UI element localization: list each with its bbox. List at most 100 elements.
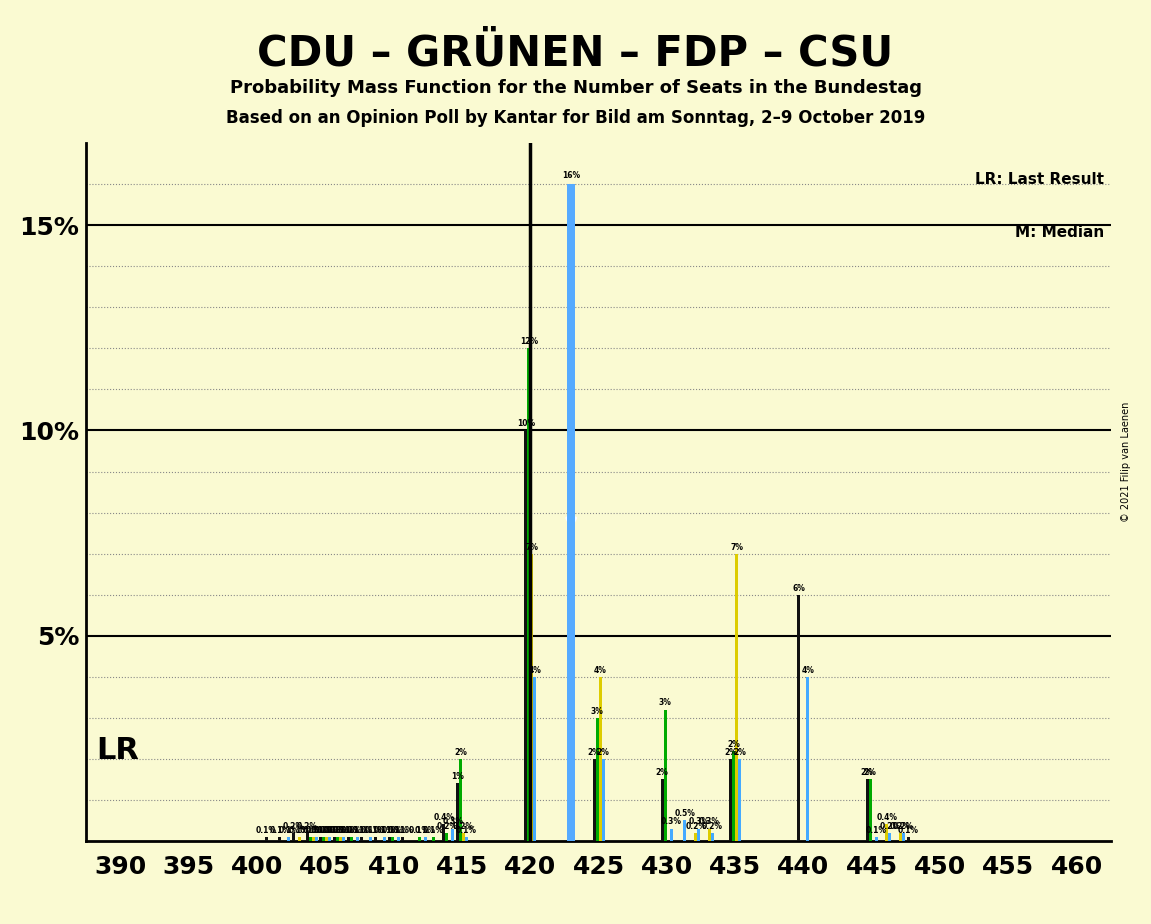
Text: 0.1%: 0.1% [898, 826, 918, 834]
Text: 0.3%: 0.3% [661, 818, 681, 826]
Bar [694, 833, 698, 841]
Text: LR: LR [96, 736, 139, 765]
Bar [360, 837, 364, 841]
Bar [445, 833, 448, 841]
Bar [388, 837, 390, 841]
Text: 0.5%: 0.5% [674, 809, 695, 819]
Bar [418, 837, 421, 841]
Text: 3%: 3% [658, 699, 672, 708]
Bar [875, 837, 878, 841]
Text: 7%: 7% [525, 542, 539, 552]
Text: 0.2%: 0.2% [297, 821, 318, 831]
Bar [567, 184, 576, 841]
Text: 0.1%: 0.1% [333, 826, 355, 834]
Bar [595, 718, 599, 841]
Text: 0.1%: 0.1% [256, 826, 276, 834]
Text: 0.3%: 0.3% [442, 818, 464, 826]
Text: 0.1%: 0.1% [346, 826, 367, 834]
Bar [735, 553, 738, 841]
Text: 6%: 6% [792, 584, 806, 592]
Text: 0.1%: 0.1% [323, 826, 345, 834]
Text: 10%: 10% [517, 419, 535, 429]
Bar [732, 750, 735, 841]
Bar [531, 553, 533, 841]
Bar [346, 837, 350, 841]
Bar [451, 829, 455, 841]
Text: 0.1%: 0.1% [388, 826, 409, 834]
Bar [533, 676, 536, 841]
Bar [314, 837, 318, 841]
Text: 0.2%: 0.2% [436, 821, 457, 831]
Bar [342, 837, 345, 841]
Text: 0.3%: 0.3% [688, 818, 709, 826]
Text: 0.1%: 0.1% [303, 826, 323, 834]
Bar [288, 837, 290, 841]
Bar [333, 837, 336, 841]
Text: 0.1%: 0.1% [317, 826, 337, 834]
Text: 2%: 2% [733, 748, 746, 757]
Bar [350, 837, 352, 841]
Text: 0.1%: 0.1% [306, 826, 327, 834]
Text: 2%: 2% [596, 748, 610, 757]
Bar [524, 431, 527, 841]
Text: Based on an Opinion Poll by Kantar for Bild am Sonntag, 2–9 October 2019: Based on an Opinion Poll by Kantar for B… [226, 109, 925, 127]
Text: 12%: 12% [519, 337, 538, 346]
Text: 0.1%: 0.1% [456, 826, 477, 834]
Bar [602, 759, 604, 841]
Bar [465, 837, 468, 841]
Bar [402, 837, 404, 841]
Text: 1%: 1% [451, 772, 464, 782]
Bar [593, 759, 595, 841]
Text: 16%: 16% [562, 171, 580, 180]
Bar [899, 833, 902, 841]
Bar [328, 837, 331, 841]
Bar [322, 837, 326, 841]
Bar [326, 837, 328, 841]
Text: 4%: 4% [594, 665, 607, 675]
Text: 0.4%: 0.4% [433, 813, 455, 822]
Text: Probability Mass Function for the Number of Seats in the Bundestag: Probability Mass Function for the Number… [229, 79, 922, 96]
Text: 0.1%: 0.1% [409, 826, 430, 834]
Text: 0.2%: 0.2% [893, 821, 914, 831]
Text: 0.2%: 0.2% [685, 821, 706, 831]
Text: 0.1%: 0.1% [374, 826, 395, 834]
Bar [885, 824, 889, 841]
Bar [664, 710, 666, 841]
Text: 0.1%: 0.1% [416, 826, 436, 834]
Text: 2%: 2% [863, 768, 877, 777]
Text: 0.1%: 0.1% [289, 826, 310, 834]
Bar [336, 837, 340, 841]
Text: 0.1%: 0.1% [866, 826, 886, 834]
Bar [298, 837, 302, 841]
Text: 4%: 4% [528, 665, 541, 675]
Text: 2%: 2% [724, 748, 737, 757]
Bar [312, 837, 314, 841]
Text: 0.1%: 0.1% [382, 826, 403, 834]
Text: 2%: 2% [727, 739, 740, 748]
Bar [866, 779, 869, 841]
Text: 0.2%: 0.2% [453, 821, 474, 831]
Bar [599, 676, 602, 841]
Bar [397, 837, 399, 841]
Bar [432, 837, 435, 841]
Bar [807, 676, 809, 841]
Bar [292, 833, 295, 841]
Bar [798, 595, 800, 841]
Bar [869, 779, 871, 841]
Bar [308, 837, 312, 841]
Bar [319, 837, 322, 841]
Text: 3%: 3% [590, 707, 603, 716]
Bar [356, 837, 359, 841]
Bar [711, 833, 714, 841]
Bar [661, 779, 664, 841]
Text: 2%: 2% [453, 748, 467, 757]
Text: 7%: 7% [730, 542, 744, 552]
Bar [279, 837, 281, 841]
Text: LR: Last Result: LR: Last Result [975, 172, 1104, 187]
Text: 0.1%: 0.1% [327, 826, 348, 834]
Text: © 2021 Filip van Laenen: © 2021 Filip van Laenen [1121, 402, 1130, 522]
Text: 0.1%: 0.1% [341, 826, 361, 834]
Bar [390, 837, 394, 841]
Text: 0.2%: 0.2% [702, 821, 723, 831]
Text: 0.1%: 0.1% [299, 826, 321, 834]
